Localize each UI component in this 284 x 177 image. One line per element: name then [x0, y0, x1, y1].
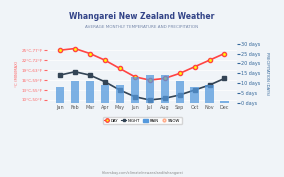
Bar	[116, 85, 124, 103]
Bar	[131, 77, 139, 103]
Y-axis label: PRECIPITATION (DAYS): PRECIPITATION (DAYS)	[265, 52, 269, 95]
Text: hikersbay.com/climate/newzealand/whangarei: hikersbay.com/climate/newzealand/whangar…	[101, 171, 183, 175]
Bar	[101, 85, 109, 103]
Bar	[205, 85, 214, 103]
Bar	[146, 75, 154, 103]
Legend: DAY, NIGHT, RAIN, SNOW: DAY, NIGHT, RAIN, SNOW	[103, 117, 182, 124]
Bar	[220, 101, 229, 103]
Bar	[191, 87, 199, 103]
Y-axis label: °C (MIN/MAX): °C (MIN/MAX)	[15, 60, 19, 87]
Bar	[56, 87, 64, 103]
Text: AVERAGE MONTHLY TEMPERATURE AND PRECIPITATION: AVERAGE MONTHLY TEMPERATURE AND PRECIPIT…	[85, 25, 199, 29]
Bar	[176, 81, 184, 103]
Text: Whangarei New Zealand Weather: Whangarei New Zealand Weather	[69, 12, 215, 21]
Bar	[160, 75, 169, 103]
Bar	[86, 81, 94, 103]
Bar	[71, 81, 79, 103]
